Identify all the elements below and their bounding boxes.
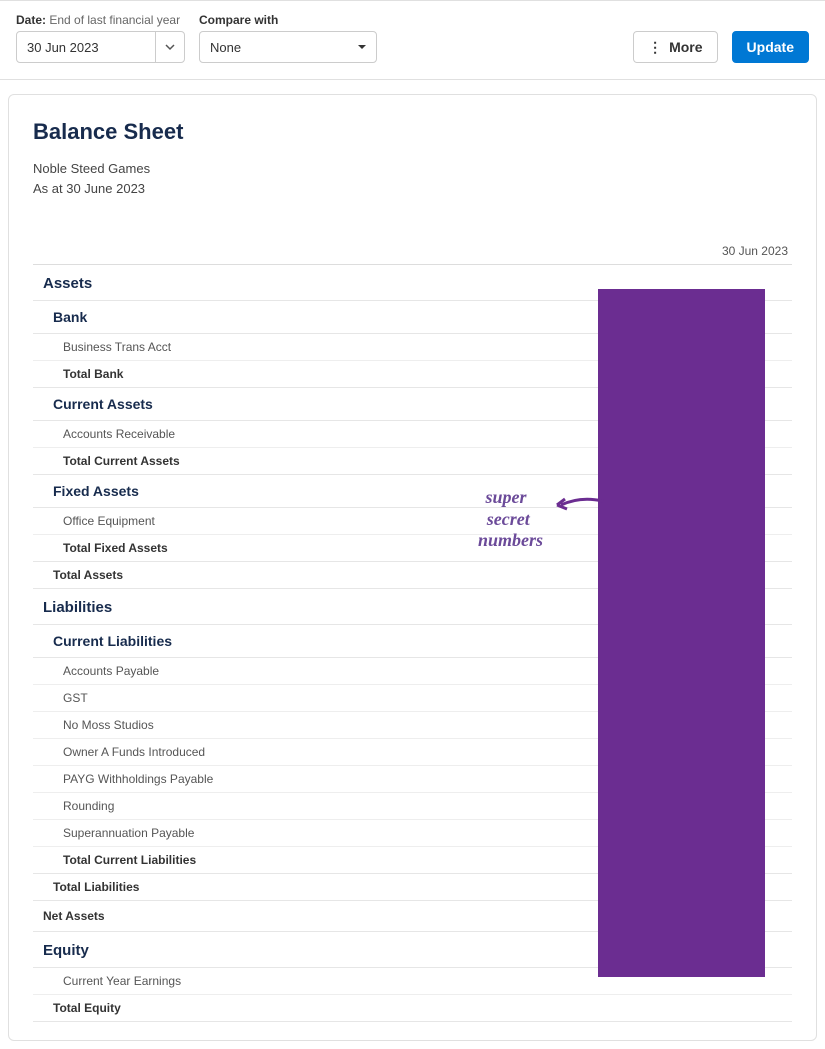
date-value: 30 Jun 2023: [17, 32, 155, 62]
annotation-arrow-icon: [555, 493, 605, 516]
date-label: Date: End of last financial year: [16, 13, 185, 27]
more-label: More: [669, 39, 702, 55]
chevron-down-icon[interactable]: [348, 32, 376, 62]
annotation-line: numbers: [478, 530, 543, 550]
report-company: Noble Steed Games: [33, 159, 792, 179]
more-dots-icon: ⋮: [648, 39, 663, 56]
date-hint: End of last financial year: [49, 13, 180, 27]
compare-label: Compare with: [199, 13, 377, 27]
chevron-down-icon[interactable]: [156, 32, 184, 62]
date-label-text: Date:: [16, 13, 46, 27]
more-button[interactable]: ⋮ More: [633, 31, 717, 63]
report-card: Balance Sheet Noble Steed Games As at 30…: [8, 94, 817, 1041]
annotation-line: super: [486, 487, 527, 507]
update-button[interactable]: Update: [732, 31, 809, 63]
update-label: Update: [747, 39, 794, 55]
compare-field-group: Compare with None: [199, 13, 377, 63]
total-equity: Total Equity: [33, 995, 792, 1022]
annotation-line: secret: [487, 509, 530, 529]
compare-value: None: [200, 32, 348, 62]
report-title: Balance Sheet: [33, 119, 792, 145]
redaction-block: [598, 289, 765, 977]
date-dropdown[interactable]: 30 Jun 2023: [16, 31, 185, 63]
column-header: 30 Jun 2023: [33, 198, 792, 265]
annotation-text: super secret numbers: [469, 487, 543, 552]
compare-label-text: Compare with: [199, 13, 278, 27]
compare-dropdown[interactable]: None: [199, 31, 377, 63]
report-asat: As at 30 June 2023: [33, 179, 792, 199]
report-toolbar: Date: End of last financial year 30 Jun …: [0, 0, 825, 80]
date-field-group: Date: End of last financial year 30 Jun …: [16, 13, 185, 63]
